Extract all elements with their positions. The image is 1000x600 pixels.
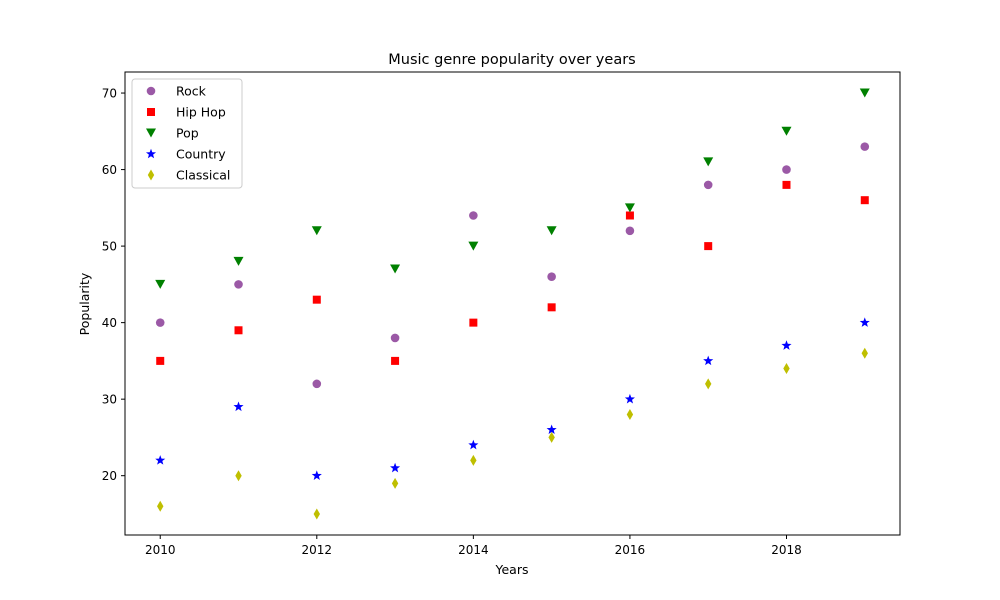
data-point-rock bbox=[547, 272, 556, 282]
legend-label-hip-hop: Hip Hop bbox=[176, 105, 226, 120]
data-point-classical bbox=[626, 408, 634, 420]
data-point-rock bbox=[155, 318, 165, 327]
data-point-rock bbox=[625, 226, 635, 236]
data-point-rock bbox=[703, 180, 713, 190]
data-point-pop bbox=[233, 256, 244, 266]
data-point-hip-hop bbox=[312, 295, 321, 304]
data-point-rock bbox=[860, 142, 870, 151]
y-tick-label: 50 bbox=[102, 240, 117, 254]
x-tick-label: 2012 bbox=[302, 543, 333, 557]
legend-marker-hip-hop bbox=[147, 108, 155, 116]
y-tick-label: 20 bbox=[102, 469, 117, 483]
data-point-pop bbox=[468, 241, 479, 251]
y-axis-label: Popularity bbox=[77, 272, 92, 335]
legend: Rock Hip Hop Pop Country Classical bbox=[131, 78, 243, 189]
data-point-classical bbox=[705, 378, 712, 390]
data-point-pop bbox=[311, 226, 322, 236]
y-tick-label: 40 bbox=[102, 316, 117, 330]
data-marks bbox=[155, 88, 870, 520]
data-point-hip-hop bbox=[704, 242, 713, 251]
x-tick-label: 2014 bbox=[458, 543, 489, 557]
data-point-pop bbox=[703, 157, 714, 167]
data-point-country bbox=[859, 317, 870, 327]
data-point-country bbox=[546, 424, 557, 435]
data-point-country bbox=[390, 462, 401, 473]
data-point-pop bbox=[781, 126, 792, 136]
y-tick-label: 30 bbox=[102, 393, 117, 407]
x-tick-label: 2018 bbox=[771, 543, 802, 557]
chart-title: Music genre popularity over years bbox=[388, 52, 635, 68]
legend-marker-country bbox=[145, 148, 157, 159]
data-point-country bbox=[233, 401, 244, 412]
data-point-country bbox=[311, 470, 322, 480]
data-point-hip-hop bbox=[782, 180, 791, 189]
data-point-classical bbox=[235, 470, 242, 482]
legend-label-pop: Pop bbox=[176, 126, 199, 141]
data-point-rock bbox=[390, 333, 400, 343]
data-point-pop bbox=[624, 203, 635, 213]
data-point-country bbox=[155, 455, 166, 465]
data-point-country bbox=[703, 355, 714, 366]
data-point-hip-hop bbox=[469, 318, 478, 327]
data-point-classical bbox=[391, 477, 399, 489]
legend-label-country: Country bbox=[176, 147, 226, 162]
x-axis-label: Years bbox=[495, 562, 529, 577]
data-point-classical bbox=[861, 347, 868, 359]
data-point-pop bbox=[155, 279, 166, 289]
data-point-hip-hop bbox=[156, 356, 165, 365]
legend-label-classical: Classical bbox=[176, 168, 230, 183]
plot-frame bbox=[124, 71, 901, 536]
data-point-country bbox=[781, 340, 792, 350]
legend-frame bbox=[131, 78, 243, 189]
data-point-classical bbox=[548, 431, 555, 443]
data-point-hip-hop bbox=[391, 356, 400, 365]
data-point-classical bbox=[313, 508, 320, 520]
y-tick-label: 70 bbox=[102, 87, 117, 101]
data-point-rock bbox=[469, 211, 478, 220]
data-point-hip-hop bbox=[234, 326, 243, 335]
y-tick-label: 60 bbox=[102, 163, 117, 177]
x-axis: 2010 2012 2014 2016 2018 bbox=[145, 535, 802, 557]
data-point-pop bbox=[859, 88, 870, 98]
data-point-hip-hop bbox=[860, 196, 869, 205]
x-tick-label: 2016 bbox=[615, 543, 646, 557]
data-point-rock bbox=[312, 379, 322, 389]
x-tick-label: 2010 bbox=[145, 543, 176, 557]
legend-marker-pop bbox=[146, 128, 156, 138]
data-point-classical bbox=[783, 363, 790, 375]
data-point-rock bbox=[234, 280, 243, 289]
data-point-classical bbox=[470, 454, 477, 466]
data-point-hip-hop bbox=[547, 303, 556, 312]
data-point-classical bbox=[157, 500, 164, 512]
data-point-country bbox=[624, 393, 635, 404]
data-point-rock bbox=[782, 165, 791, 174]
data-point-country bbox=[468, 439, 479, 450]
data-point-pop bbox=[390, 264, 401, 274]
data-point-hip-hop bbox=[625, 211, 634, 220]
legend-marker-rock bbox=[146, 86, 156, 96]
legend-marker-classical bbox=[147, 169, 155, 181]
legend-label-rock: Rock bbox=[176, 84, 207, 99]
data-point-pop bbox=[546, 226, 557, 236]
y-axis: 20 30 40 50 60 70 bbox=[102, 87, 125, 483]
